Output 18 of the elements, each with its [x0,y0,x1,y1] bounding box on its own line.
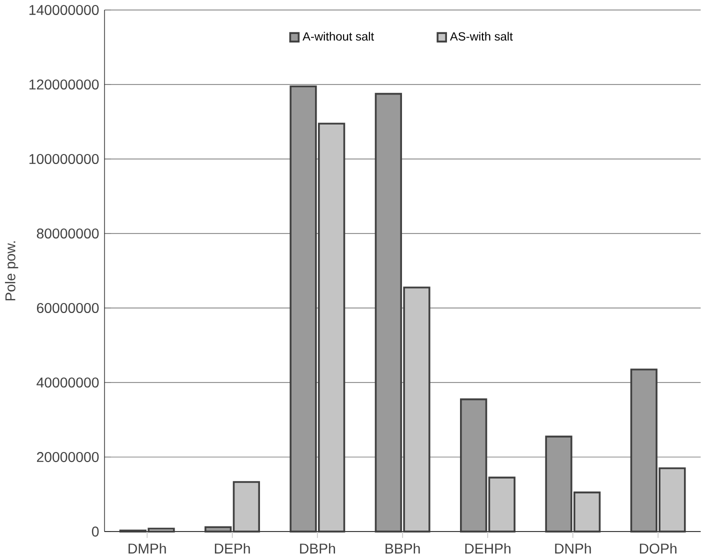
y-tick-label: 80000000 [36,228,99,239]
y-tick-label: 40000000 [36,378,99,388]
legend-label: A-without salt [302,32,374,41]
y-tick-label: 100000000 [29,154,99,164]
x-tick-label: DNPh [555,543,591,554]
y-tick-label: 140000000 [29,5,99,16]
x-tick-label: DEPh [214,543,250,554]
legend-label: AS-with salt [450,32,513,41]
x-tick-label: DBPh [300,543,335,554]
y-tick-label: 60000000 [36,303,99,314]
x-tick-label: BBPh [386,543,420,554]
y-tick-label: 0 [92,526,99,537]
y-tick-label: 120000000 [29,80,99,90]
y-tick-label: 20000000 [36,452,99,462]
x-tick-label: DOPh [640,543,676,554]
y-axis-title: Pole pow. [4,242,18,301]
x-tick-label: DEHPh [465,543,510,554]
x-tick-label: DMPh [128,543,166,554]
